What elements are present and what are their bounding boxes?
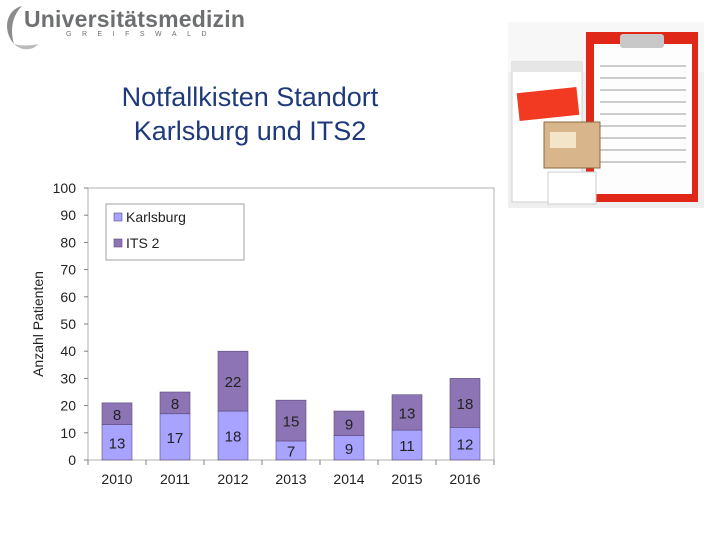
y-tick-label: 90 (60, 207, 76, 223)
legend-label: ITS 2 (126, 235, 160, 251)
data-label: 12 (457, 437, 474, 454)
bar-its2 (217, 350, 249, 412)
logo-swoosh-icon (7, 6, 38, 50)
data-label: 17 (167, 430, 184, 447)
bar-karlsburg (159, 413, 191, 461)
data-label: 9 (345, 441, 353, 458)
x-tick-label: 2011 (160, 471, 190, 487)
stacked-bar-chart: 0 10 20 30 40 50 60 70 80 90 100 Anzahl Patienten 13… (30, 180, 495, 487)
y-tick-label: 30 (60, 370, 76, 386)
legend-box (105, 203, 245, 261)
data-label: 13 (109, 435, 126, 452)
y-tick-label: 60 (60, 289, 76, 305)
legend-swatch (113, 212, 123, 222)
bar-its2 (333, 410, 365, 436)
data-label: 8 (113, 407, 121, 424)
y-axis-label: Anzahl Patienten (30, 271, 46, 377)
y-tick-label: 80 (60, 234, 76, 250)
bar-its2 (159, 391, 191, 415)
data-label: 13 (399, 405, 416, 422)
x-tick-label: 2016 (449, 471, 480, 487)
bar-karlsburg (217, 410, 249, 461)
data-label: 18 (225, 429, 242, 446)
y-tick-label: 40 (60, 343, 76, 359)
data-label: 7 (287, 443, 295, 460)
bar-karlsburg (101, 424, 133, 461)
data-label: 15 (283, 414, 300, 431)
emergency-box-photo (508, 22, 704, 208)
data-label: 9 (345, 416, 353, 433)
x-tick-label: 2010 (101, 471, 132, 487)
data-label: 8 (171, 396, 179, 413)
logo-location: GREIFSWALD (66, 31, 218, 38)
bar-karlsburg (391, 429, 423, 461)
logo-name: Universitätsmedizin (24, 6, 246, 32)
x-tick-label: 2012 (217, 471, 248, 487)
title-line-1: Notfallkisten Standort (121, 82, 379, 112)
x-tick-label: 2015 (391, 471, 422, 487)
legend-swatch (113, 238, 123, 248)
y-tick-label: 20 (60, 398, 76, 414)
bar-its2 (391, 394, 423, 431)
bar-its2 (275, 399, 307, 442)
bar-its2 (449, 378, 481, 428)
x-tick-label: 2014 (333, 471, 364, 487)
university-logo: Universitätsmedizin GREIFSWALD (0, 0, 245, 60)
title-line-2: Karlsburg und ITS2 (133, 116, 367, 146)
legend-label: Karlsburg (126, 209, 186, 225)
data-label: 18 (457, 396, 474, 413)
bar-karlsburg (449, 427, 481, 461)
y-tick-label: 0 (68, 452, 76, 468)
bar-its2 (101, 402, 133, 425)
slide-title: Notfallkisten Standort Karlsburg und ITS… (50, 80, 450, 148)
y-tick-label: 100 (53, 180, 77, 196)
y-tick-label: 50 (60, 316, 76, 332)
data-label: 11 (399, 438, 415, 455)
data-label: 22 (225, 374, 242, 391)
x-tick-label: 2013 (275, 471, 306, 487)
y-tick-label: 70 (60, 262, 76, 278)
y-tick-label: 10 (60, 425, 76, 441)
